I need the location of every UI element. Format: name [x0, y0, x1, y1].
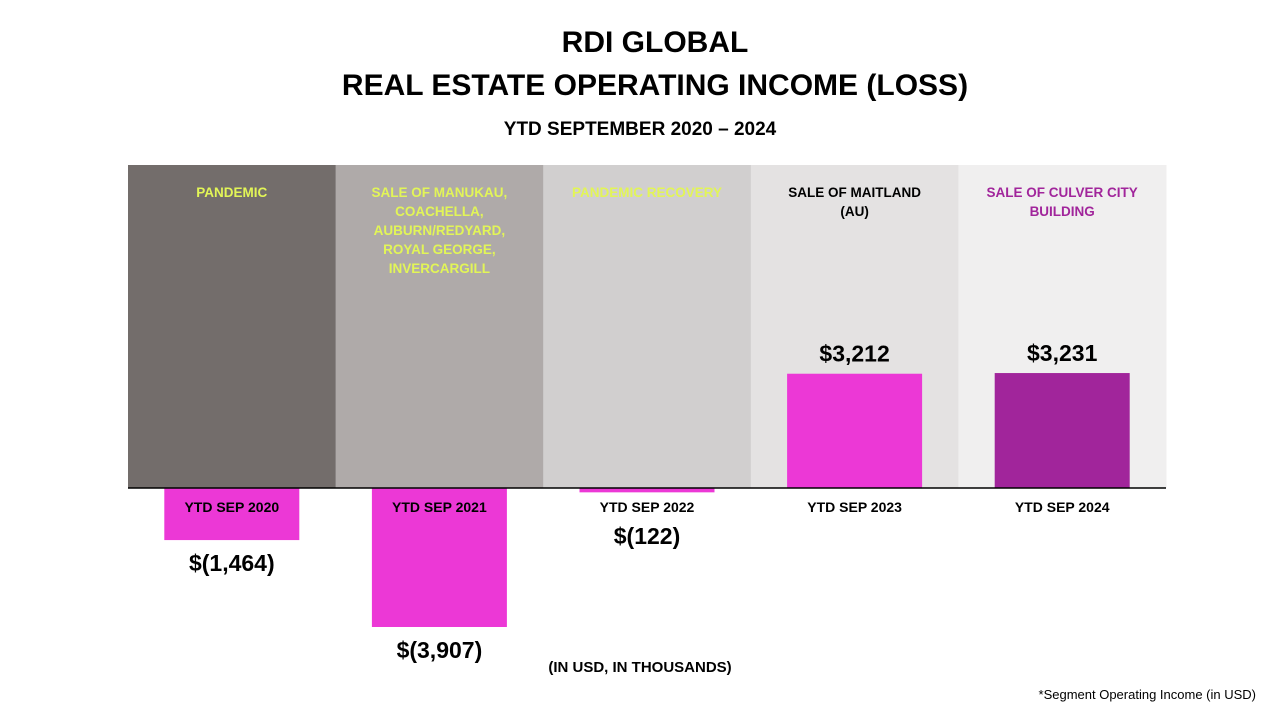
chart-title-line2: REAL ESTATE OPERATING INCOME (LOSS): [341, 69, 969, 102]
x-tick-label: YTD SEP 2020: [184, 499, 279, 515]
chart-title-line1: RDI GLOBAL: [561, 26, 749, 59]
period-label: PANDEMIC RECOVERY: [571, 185, 722, 200]
chart-subtitle: YTD SEPTEMBER 2020 – 2024: [503, 119, 777, 140]
x-tick-label: YTD SEP 2021: [392, 499, 487, 515]
x-tick-label: YTD SEP 2023: [807, 499, 902, 515]
period-label: SALE OF CULVER CITY BUILDING: [986, 185, 1138, 219]
x-tick-label: YTD SEP 2024: [1015, 499, 1110, 515]
period-band: [335, 165, 544, 488]
bar: [164, 488, 300, 541]
data-label: $3,231: [1027, 340, 1098, 366]
data-label: $3,212: [819, 341, 889, 367]
x-tick-label: YTD SEP 2022: [600, 499, 695, 515]
period-band: [128, 165, 337, 488]
bar: [994, 373, 1130, 488]
data-label: $(122): [614, 523, 680, 549]
period-label: PANDEMIC: [196, 185, 268, 200]
data-label: $(1,464): [189, 550, 275, 576]
period-label: SALE OF MANUKAU, COACHELLA, AUBURN/REDYA…: [371, 185, 508, 276]
data-label: $(3,907): [397, 637, 483, 663]
bar: [787, 373, 923, 488]
units-note: (IN USD, IN THOUSANDS): [548, 659, 732, 676]
footnote: *Segment Operating Income (in USD): [1038, 687, 1256, 702]
period-label: SALE OF MAITLAND (AU): [788, 185, 921, 219]
period-band: [543, 165, 752, 488]
bar: [371, 488, 507, 627]
bar: [579, 488, 715, 493]
